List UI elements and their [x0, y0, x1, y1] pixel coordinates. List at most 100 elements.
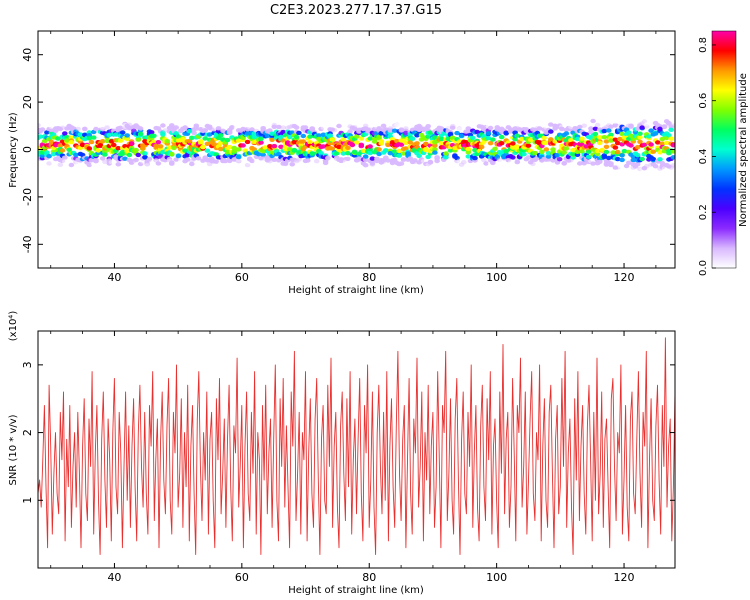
spectrogram-cell [53, 161, 59, 167]
spectrogram-cell [111, 142, 117, 148]
spectrogram-cell [487, 141, 494, 146]
spectrogram-cell [253, 158, 260, 163]
spectrogram-cell [222, 158, 229, 164]
spectrogram-cell [271, 124, 278, 129]
spectrogram-cell [670, 123, 675, 128]
spectrogram-cell [211, 127, 217, 132]
spectrogram-cell [454, 155, 460, 161]
spectrogram-cell [568, 137, 574, 143]
colorbar-label: Normalized spectral amplitude [738, 73, 749, 227]
spectrogram-y-ticks: -40 -20 0 20 40 [21, 48, 675, 253]
spectrogram-cell [204, 148, 211, 153]
spectrogram-cell [191, 130, 197, 136]
spectrogram-cell [610, 118, 616, 123]
spectrogram-cell [456, 158, 463, 163]
spectrogram-cell [510, 141, 516, 146]
x-tick-label: 40 [107, 571, 121, 584]
colorbar: 0.0 0.2 0.4 0.6 0.8 Normalized spectral ampl… [698, 30, 749, 276]
spectrogram-cell [378, 139, 385, 144]
spectrogram-cell [269, 131, 275, 136]
spectrogram-cell [496, 157, 503, 162]
spectrogram-cell [414, 141, 420, 146]
spectrogram-cell [400, 151, 407, 156]
spectrogram-cell [543, 140, 550, 145]
spectrogram-cell [385, 142, 391, 148]
spectrogram-cell [146, 156, 153, 162]
spectrogram-cell [490, 160, 496, 166]
spectrogram-cell [162, 128, 168, 133]
spectrogram-cell [641, 142, 648, 147]
spectrogram-cell [461, 160, 467, 165]
spectrogram-cell [166, 145, 173, 150]
spectrogram-cell [498, 141, 505, 146]
spectrogram-cell [434, 156, 440, 161]
spectrogram-cell [398, 161, 405, 166]
spectrogram-cell [389, 137, 396, 142]
spectrogram-cell [289, 161, 296, 167]
spectrogram-cell [186, 138, 193, 144]
figure-title: C2E3.2023.277.17.37.G15 [270, 3, 442, 18]
spectrogram-cell [570, 162, 576, 167]
spectrogram-cell [300, 139, 307, 144]
spectrogram-cell [336, 123, 342, 129]
spectrogram-cell [240, 143, 246, 148]
spectrogram-cell [175, 134, 182, 139]
spectrogram-cell [293, 134, 300, 140]
x-tick-label: 80 [362, 271, 376, 284]
spectrogram-cell [267, 128, 273, 133]
spectrogram-cell [470, 135, 476, 141]
spectrogram-cell [329, 127, 336, 132]
colorbar-gradient [711, 30, 737, 269]
spectrogram-cell [617, 163, 623, 169]
spectrogram-cell [200, 144, 206, 150]
spectrogram-cell [539, 149, 545, 154]
spectrogram-cell [320, 125, 327, 130]
spectrogram-cell [182, 148, 188, 153]
spectrogram-cell [592, 126, 599, 131]
spectrogram-cell [670, 143, 675, 148]
spectrogram-cell [601, 128, 608, 134]
spectrogram-cell [57, 143, 64, 148]
spectrogram-cell [527, 137, 534, 143]
spectrogram-cell [260, 152, 267, 157]
spectrogram-cell [376, 147, 382, 152]
spectrogram-cell [73, 152, 79, 158]
spectrogram-cell [347, 129, 353, 134]
spectrogram-cell [169, 151, 175, 157]
y-tick-label: -20 [21, 188, 34, 206]
spectrogram-cell [255, 152, 262, 157]
spectrogram-cell [628, 143, 634, 148]
spectrogram-cell [588, 126, 594, 131]
spectrogram-cell [362, 154, 369, 159]
spectrogram-cell [68, 162, 75, 168]
spectrogram-cell [93, 157, 99, 163]
spectrogram-cell [102, 152, 108, 157]
spectrogram-cell [581, 123, 587, 128]
spectrogram-cell [617, 163, 623, 168]
spectrogram-cell [342, 125, 349, 130]
spectrogram-panel: 40 60 80 100 120 -40 -20 0 20 40 Height of strai… [8, 30, 676, 296]
spectrogram-cell [639, 156, 645, 162]
spectrogram-cell [637, 135, 643, 140]
spectrogram-cell [512, 137, 518, 142]
spectrogram-cell [465, 146, 472, 152]
spectrogram-cell [601, 153, 608, 158]
spectrogram-cell [62, 131, 68, 136]
spectrogram-cell [144, 161, 150, 166]
spectrogram-cell [124, 136, 130, 142]
spectrogram-cell [235, 147, 242, 152]
spectrogram-cell [614, 149, 621, 155]
spectrogram-cell [86, 162, 93, 168]
spectrogram-cell [198, 140, 204, 146]
spectrogram-cell [523, 127, 530, 132]
spectrogram-cell [510, 145, 516, 150]
spectrogram-cell [510, 155, 516, 160]
y-tick-label: 40 [21, 48, 34, 62]
spectrogram-cell [559, 126, 565, 131]
spectrogram-cell [59, 158, 66, 164]
spectrogram-cell [360, 148, 367, 153]
spectrogram-cell [637, 139, 643, 144]
spectrogram-cell [311, 157, 318, 163]
spectrogram-cell [48, 127, 55, 133]
spectrogram-cell [403, 130, 409, 136]
